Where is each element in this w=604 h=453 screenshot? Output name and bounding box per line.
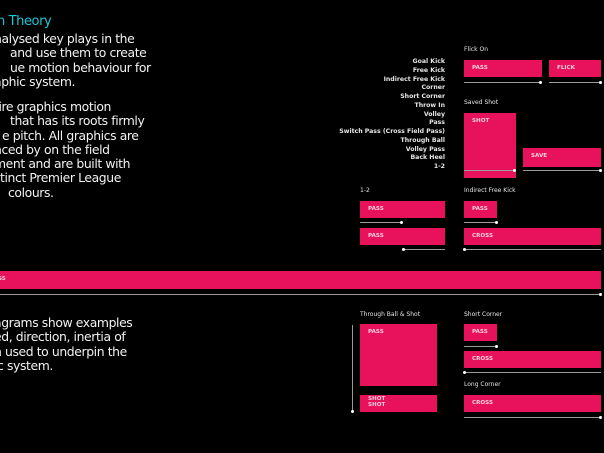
- block-label: PASS: [368, 206, 384, 212]
- text-line: ue motion behaviour for: [10, 59, 151, 75]
- diagram-title-indirect-free-kick: Indirect Free Kick: [464, 187, 516, 194]
- direction-arrow: [523, 169, 602, 172]
- cross-block: CROSS: [464, 228, 601, 245]
- block-label: PASS: [472, 65, 488, 71]
- direction-arrow: [464, 169, 516, 172]
- text-line: stinct Premier League: [0, 170, 121, 186]
- play-item: Indirect Free Kick: [383, 75, 445, 83]
- cross-block: CROSS: [464, 351, 601, 368]
- direction-arrow: [463, 371, 601, 374]
- play-types-list: Goal Kick Free Kick Indirect Free Kick C…: [339, 58, 445, 172]
- text-line: nalysed key plays in the: [0, 31, 135, 46]
- shot-block: SHOT: [464, 113, 516, 178]
- intro-paragraph-3: agrams show examples ed, direction, iner…: [0, 315, 133, 373]
- save-block: SAVE: [523, 148, 601, 167]
- diagram-title-long-corner: Long Corner: [464, 381, 501, 388]
- play-item: Throw In: [414, 101, 445, 109]
- text-line: ic system.: [0, 357, 53, 373]
- direction-arrow-down: [351, 325, 354, 413]
- pass-block: PASS: [360, 324, 437, 386]
- play-item: 1-2: [433, 163, 445, 170]
- play-item: Pass: [429, 119, 445, 127]
- block-label: SAVE: [531, 153, 548, 159]
- text-line: that has its roots firmly: [10, 113, 145, 129]
- direction-arrow: [0, 293, 602, 296]
- direction-arrow: [360, 221, 403, 224]
- block-label: PASS: [368, 329, 384, 335]
- text-line: aphic system.: [0, 73, 76, 89]
- pass-block: PASS: [360, 228, 445, 245]
- play-item: Corner: [421, 84, 446, 92]
- direction-arrow: [549, 81, 602, 84]
- direction-arrow: [463, 248, 601, 251]
- block-label: SS: [0, 276, 6, 282]
- play-item: Volley: [423, 110, 445, 118]
- pass-block: PASS: [464, 60, 542, 77]
- diagram-title-through-ball-shot: Through Ball & Shot: [360, 311, 421, 318]
- direction-arrow: [402, 248, 445, 251]
- text-line: ed, direction, inertia of: [0, 329, 126, 345]
- pass-block: PASS: [360, 201, 445, 218]
- block-label: CROSS: [472, 233, 493, 239]
- play-item: Switch Pass (Cross Field Pass): [339, 128, 445, 135]
- intro-paragraph-1: nalysed key plays in the and use them to…: [0, 31, 151, 89]
- text-line: ment and are built with: [0, 156, 131, 172]
- direction-arrow: [464, 81, 542, 84]
- diagram-title-flick-on: Flick On: [464, 46, 488, 53]
- play-item: Through Ball: [400, 136, 445, 144]
- diagram-title-short-corner: Short Corner: [464, 311, 503, 318]
- text-line: tire graphics motion: [0, 99, 111, 114]
- play-item: Back Heel: [410, 154, 445, 162]
- block-label: CROSS: [472, 356, 493, 362]
- block-label: PASS: [368, 233, 384, 239]
- block-label: CROSS: [472, 400, 493, 406]
- shot-block: SHOT SHOT: [360, 395, 437, 412]
- block-label: FLICK: [557, 65, 575, 71]
- text-line: nced by on the field: [0, 141, 110, 157]
- block-label: PASS: [472, 206, 488, 212]
- text-line: colours.: [8, 184, 54, 200]
- diagram-title-saved-shot: Saved Shot: [464, 99, 499, 106]
- play-item: Volley Pass: [405, 145, 445, 153]
- direction-arrow: [464, 221, 498, 224]
- section-title: n Theory: [0, 14, 52, 29]
- flick-block: FLICK: [549, 60, 601, 77]
- long-pass-block: SS: [0, 271, 601, 289]
- direction-arrow: [464, 345, 498, 348]
- pass-block: PASS: [464, 324, 497, 341]
- block-label: SHOT SHOT: [368, 396, 386, 408]
- diagram-title-one-two: 1-2: [360, 187, 370, 194]
- text-line: n used to underpin the: [0, 343, 127, 359]
- intro-paragraph-2: tire graphics motion that has its roots …: [0, 99, 145, 200]
- text-line: and use them to create: [10, 45, 147, 61]
- play-item: Goal Kick: [412, 58, 445, 65]
- play-item: Short Corner: [400, 93, 445, 100]
- pass-block: PASS: [464, 201, 497, 218]
- cross-block: CROSS: [464, 395, 601, 412]
- play-item: Free Kick: [412, 66, 445, 74]
- direction-arrow: [464, 416, 602, 419]
- text-line: agrams show examples: [0, 315, 133, 330]
- block-label: PASS: [472, 329, 488, 335]
- text-line: e pitch. All graphics are: [2, 127, 139, 143]
- block-label: SHOT: [472, 118, 490, 124]
